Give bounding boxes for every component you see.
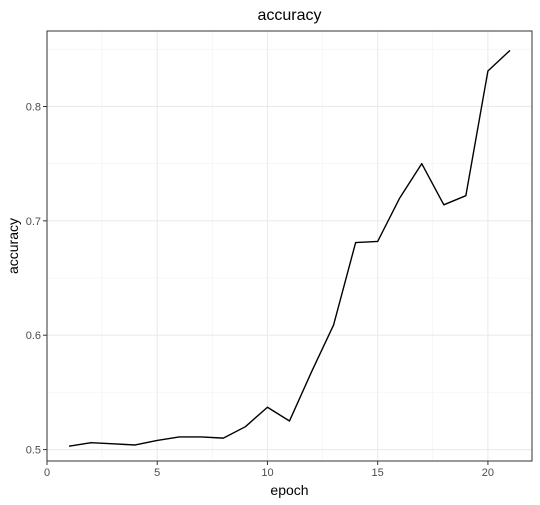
y-tick-label: 0.6 [26,330,41,342]
x-tick-label: 15 [372,467,384,479]
chart-title: accuracy [257,7,321,24]
x-axis-title: epoch [270,482,308,498]
accuracy-series-line [68,49,511,447]
y-axis-title: accuracy [5,218,21,274]
y-tick-label: 0.5 [26,445,41,457]
x-tick-label: 0 [44,467,50,479]
x-tick-label: 20 [482,467,494,479]
panel-border [46,30,533,462]
y-tick-label: 0.7 [26,216,41,228]
grid [46,31,532,461]
axis-ticks [43,105,489,465]
tick-labels: 0 5 10 15 20 0.5 0.6 0.7 0.8 [26,101,494,479]
y-tick-label: 0.8 [26,101,41,113]
x-tick-label: 5 [154,467,160,479]
x-tick-label: 10 [261,467,273,479]
series-layer [68,49,511,447]
